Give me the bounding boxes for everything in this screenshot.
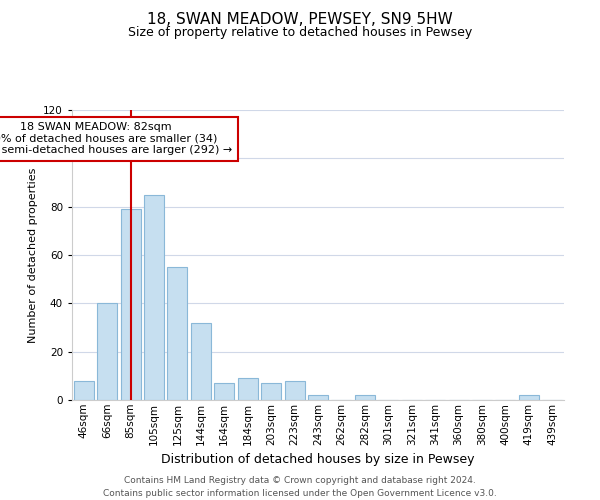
Bar [191,322,211,400]
Text: Contains HM Land Registry data © Crown copyright and database right 2024.
Contai: Contains HM Land Registry data © Crown c… [103,476,497,498]
Bar [238,378,257,400]
Text: 18, SWAN MEADOW, PEWSEY, SN9 5HW: 18, SWAN MEADOW, PEWSEY, SN9 5HW [147,12,453,28]
Bar [355,395,375,400]
Bar [261,383,281,400]
Bar [121,209,140,400]
Bar [97,304,117,400]
Bar [167,267,187,400]
Y-axis label: Number of detached properties: Number of detached properties [28,168,38,342]
X-axis label: Distribution of detached houses by size in Pewsey: Distribution of detached houses by size … [161,453,475,466]
Bar [144,194,164,400]
Bar [74,380,94,400]
Text: 18 SWAN MEADOW: 82sqm
← 10% of detached houses are smaller (34)
88% of semi-deta: 18 SWAN MEADOW: 82sqm ← 10% of detached … [0,122,232,156]
Bar [214,383,234,400]
Text: Size of property relative to detached houses in Pewsey: Size of property relative to detached ho… [128,26,472,39]
Bar [284,380,305,400]
Bar [308,395,328,400]
Bar [519,395,539,400]
